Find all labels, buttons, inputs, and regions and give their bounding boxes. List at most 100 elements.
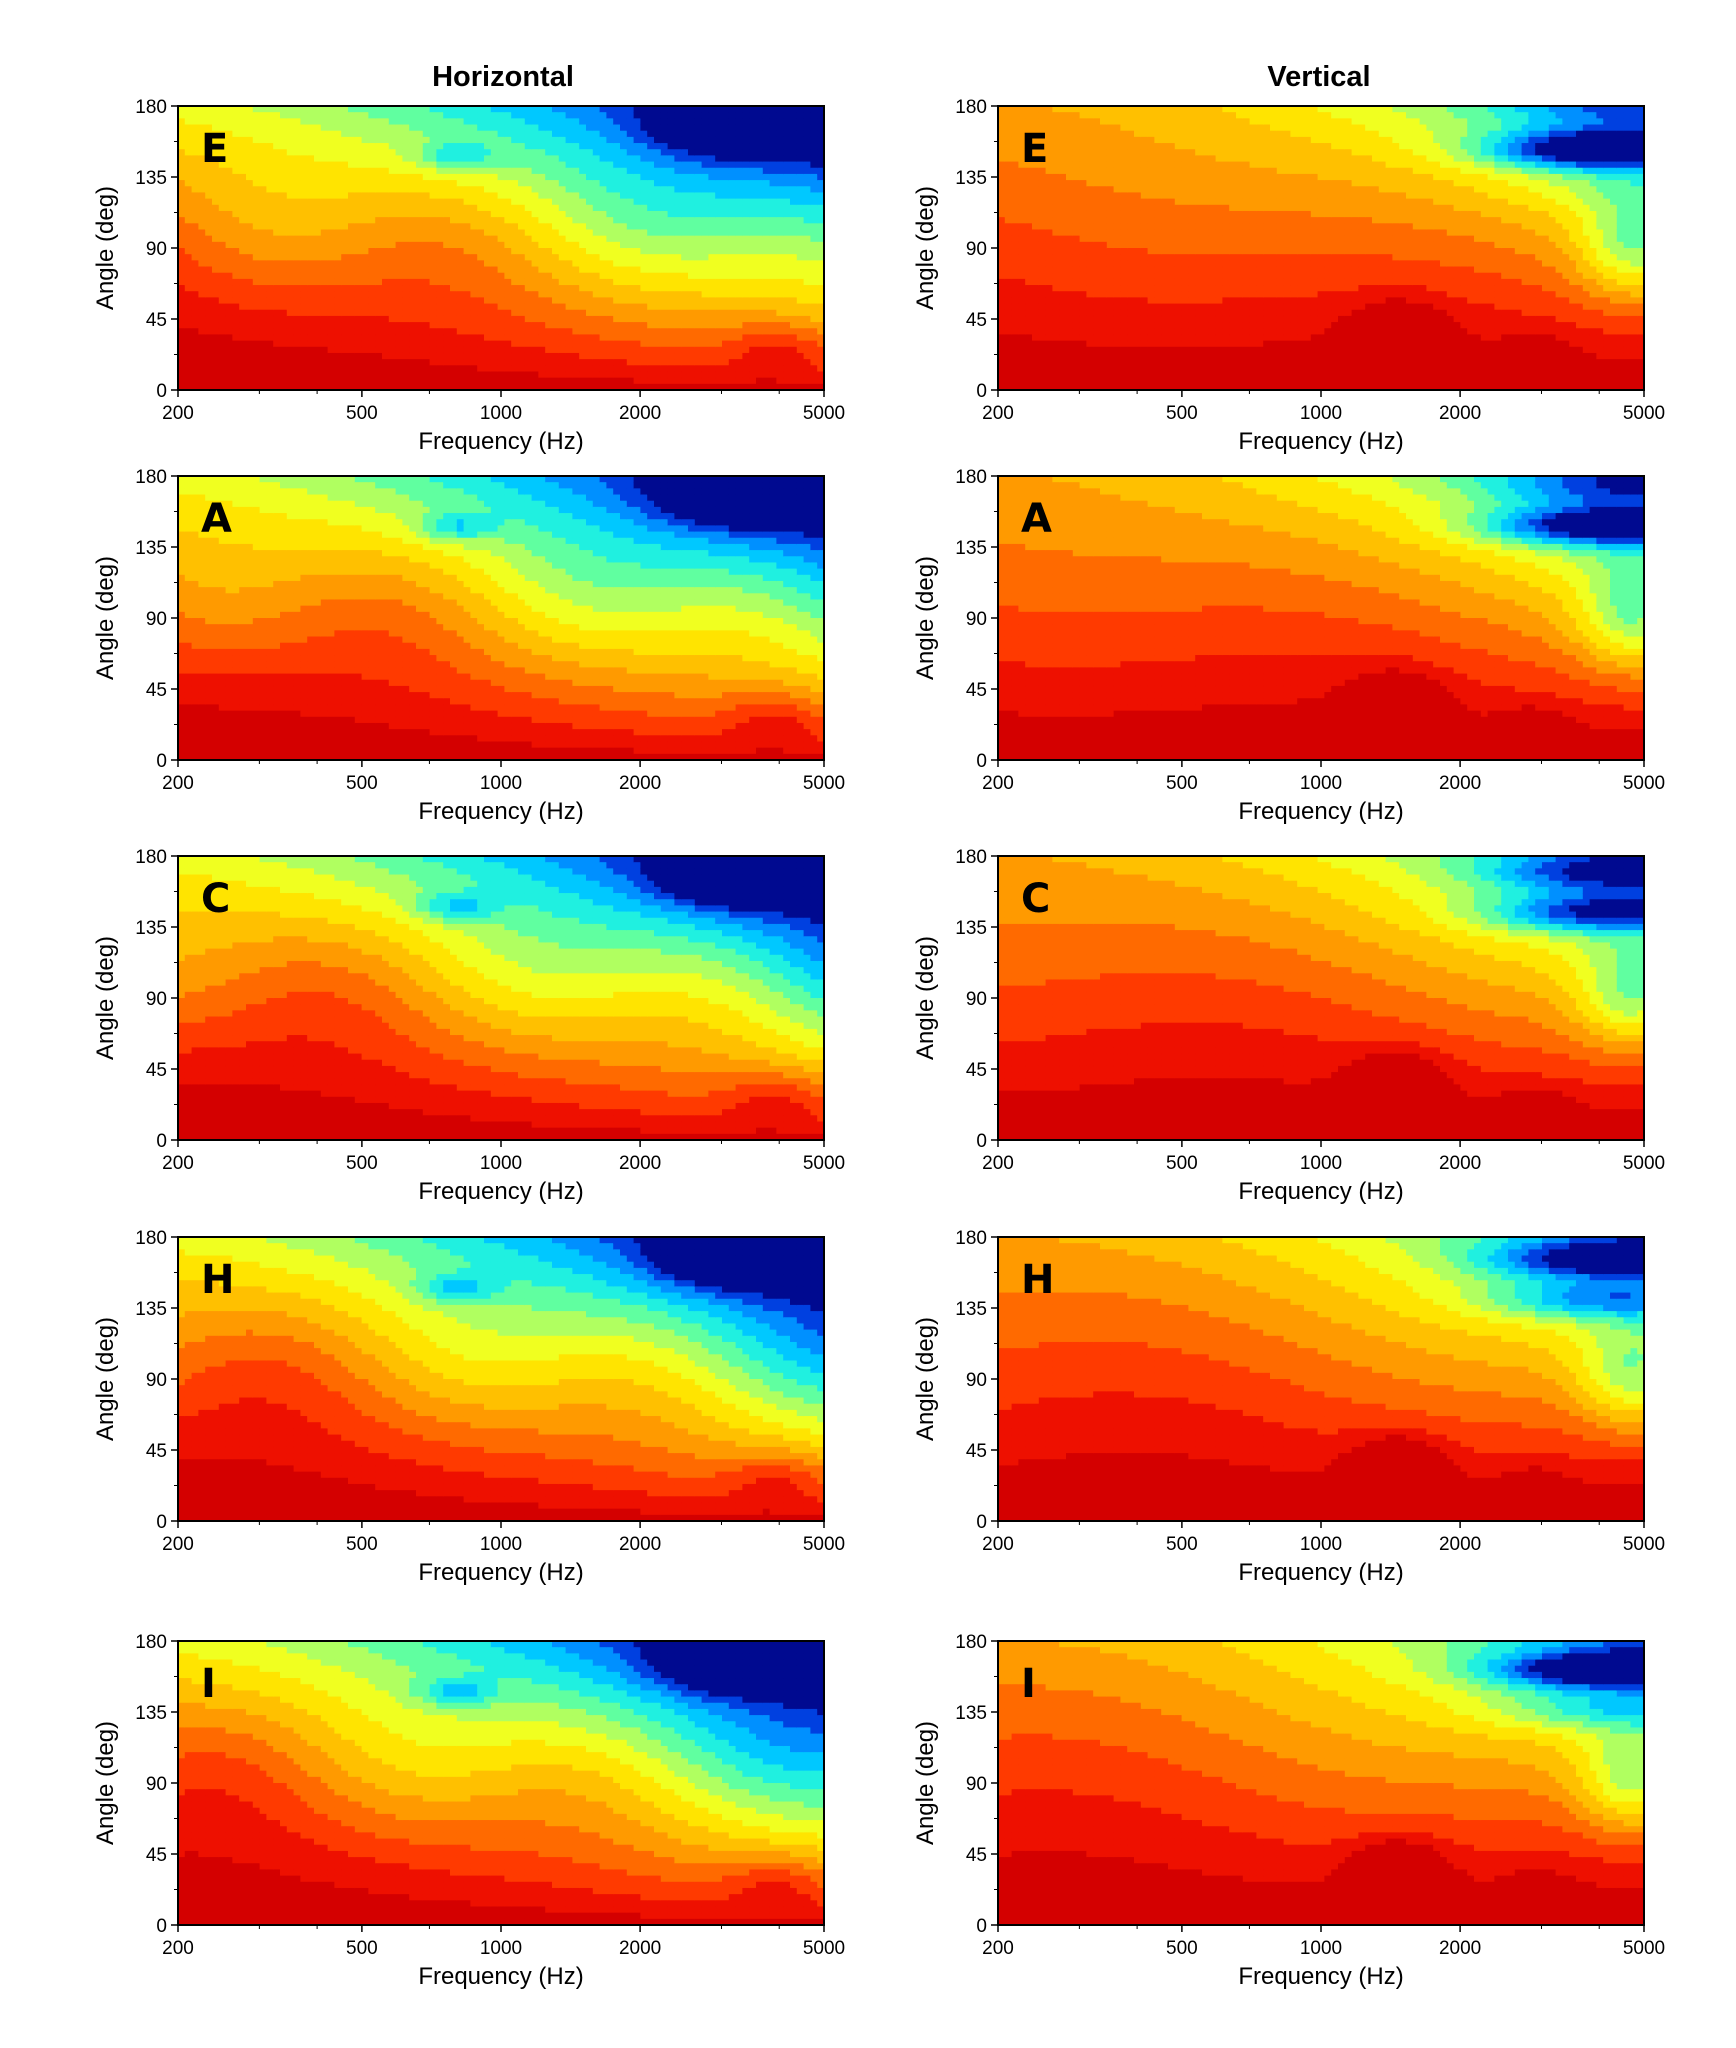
heatmap-cell — [600, 242, 607, 249]
heatmap-cell — [702, 180, 709, 187]
heatmap-cell — [559, 248, 566, 255]
heatmap-cell — [328, 359, 335, 366]
heatmap-cell — [498, 353, 505, 360]
heatmap-cell — [307, 248, 314, 255]
heatmap-cell — [702, 155, 709, 162]
heatmap-cell — [695, 192, 702, 199]
heatmap-cell — [498, 285, 505, 292]
heatmap-cell — [178, 106, 185, 113]
heatmap-cell — [368, 353, 375, 360]
heatmap-cell — [998, 365, 1005, 372]
heatmap-cell — [450, 359, 457, 366]
heatmap-cell — [756, 186, 763, 193]
heatmap-cell — [736, 297, 743, 304]
heatmap-cell — [634, 205, 641, 212]
heatmap-cell — [314, 279, 321, 286]
heatmap-cell — [579, 304, 586, 311]
heatmap-cell — [647, 291, 654, 298]
heatmap-cell — [178, 186, 185, 193]
heatmap-cell — [620, 353, 627, 360]
heatmap-cell — [368, 248, 375, 255]
heatmap-cell — [790, 162, 797, 169]
heatmap-cell — [348, 236, 355, 243]
heatmap-cell — [1046, 285, 1053, 292]
heatmap-cell — [729, 322, 736, 329]
heatmap-cell — [226, 365, 233, 372]
heatmap-cell — [538, 365, 545, 372]
heatmap-cell — [532, 106, 539, 113]
heatmap-cell — [246, 180, 253, 187]
heatmap-cell — [668, 279, 675, 286]
heatmap-cell — [593, 304, 600, 311]
heatmap-cell — [763, 242, 770, 249]
heatmap-cell — [368, 328, 375, 335]
heatmap-cell — [232, 248, 239, 255]
heatmap-cell — [715, 186, 722, 193]
heatmap-cell — [212, 371, 219, 378]
heatmap-cell — [729, 267, 736, 274]
heatmap-cell — [246, 174, 253, 181]
heatmap-cell — [998, 248, 1005, 255]
heatmap-cell — [504, 223, 511, 230]
heatmap-cell — [409, 279, 416, 286]
heatmap-cell — [790, 297, 797, 304]
heatmap-cell — [586, 347, 593, 354]
heatmap-cell — [756, 236, 763, 243]
heatmap-cell — [409, 378, 416, 385]
heatmap-cell — [1012, 205, 1019, 212]
heatmap-cell — [1073, 359, 1080, 366]
heatmap-cell — [715, 131, 722, 138]
heatmap-cell — [552, 310, 559, 317]
heatmap-cell — [715, 106, 722, 113]
heatmap-cell — [287, 285, 294, 292]
heatmap-cell — [627, 223, 634, 230]
heatmap-cell — [511, 316, 518, 323]
heatmap-cell — [498, 155, 505, 162]
heatmap-cell — [763, 211, 770, 218]
heatmap-cell — [294, 322, 301, 329]
heatmap-cell — [729, 248, 736, 255]
heatmap-cell — [253, 143, 260, 150]
heatmap-cell — [409, 199, 416, 206]
heatmap-cell — [756, 279, 763, 286]
heatmap-cell — [341, 192, 348, 199]
heatmap-cell — [1052, 359, 1059, 366]
heatmap-cell — [545, 254, 552, 261]
heatmap-cell — [729, 217, 736, 224]
heatmap-cell — [1073, 248, 1080, 255]
heatmap-cell — [749, 359, 756, 366]
heatmap-cell — [559, 371, 566, 378]
heatmap-cell — [266, 334, 273, 341]
heatmap-cell — [219, 106, 226, 113]
heatmap-cell — [1066, 199, 1073, 206]
heatmap-cell — [321, 106, 328, 113]
heatmap-cell — [661, 304, 668, 311]
heatmap-cell — [1046, 254, 1053, 261]
heatmap-cell — [722, 236, 729, 243]
heatmap-cell — [790, 248, 797, 255]
heatmap-cell — [674, 137, 681, 144]
heatmap-cell — [287, 229, 294, 236]
heatmap-cell — [1066, 162, 1073, 169]
heatmap-cell — [246, 322, 253, 329]
heatmap-cell — [1073, 131, 1080, 138]
heatmap-cell — [389, 236, 396, 243]
heatmap-cell — [770, 297, 777, 304]
heatmap-cell — [756, 304, 763, 311]
heatmap-cell — [695, 371, 702, 378]
column-title-vertical: Vertical — [1267, 61, 1370, 93]
heatmap-cell — [654, 359, 661, 366]
heatmap-cell — [998, 112, 1005, 119]
heatmap-cell — [742, 155, 749, 162]
heatmap-cell — [341, 125, 348, 132]
heatmap-cell — [185, 174, 192, 181]
heatmap-cell — [640, 291, 647, 298]
heatmap-cell — [294, 365, 301, 372]
heatmap-cell — [518, 112, 525, 119]
heatmap-cell — [334, 155, 341, 162]
heatmap-cell — [287, 217, 294, 224]
heatmap-cell — [586, 112, 593, 119]
heatmap-cell — [375, 199, 382, 206]
heatmap-cell — [185, 328, 192, 335]
heatmap-cell — [783, 174, 790, 181]
